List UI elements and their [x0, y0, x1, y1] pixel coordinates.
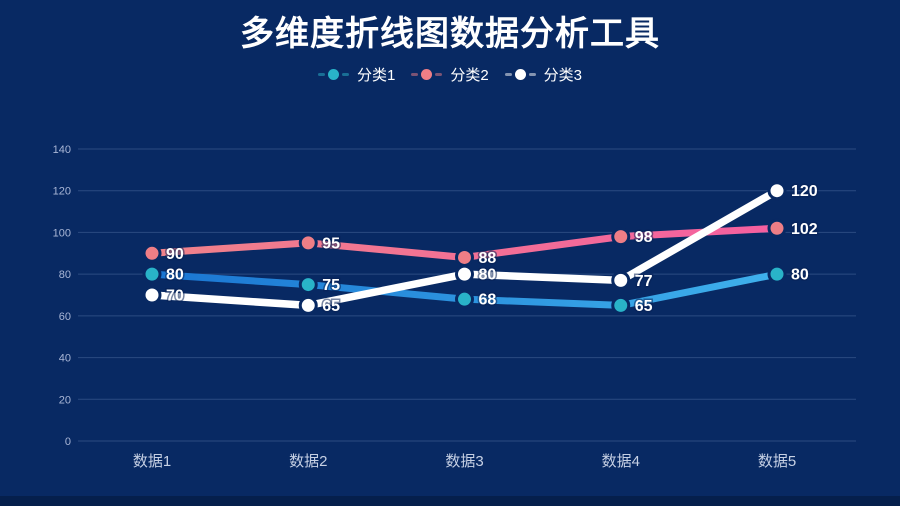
data-point-分类2	[455, 247, 474, 267]
data-point-label: 95	[322, 235, 340, 252]
data-point-label: 68	[479, 292, 497, 309]
chart-title: 多维度折线图数据分析工具	[240, 15, 660, 53]
data-point-label: 70	[166, 288, 184, 305]
data-point-label: 88	[479, 250, 497, 267]
data-point-label: 77	[635, 273, 653, 290]
data-point-分类3	[455, 264, 474, 284]
y-axis-tick-label: 60	[59, 311, 71, 323]
data-point-分类3	[611, 270, 631, 290]
data-point-分类1	[611, 295, 631, 315]
data-point-label: 98	[635, 229, 653, 246]
data-point-label: 75	[322, 277, 340, 294]
x-axis-category-label: 数据3	[445, 453, 483, 470]
legend-dash-icon	[504, 73, 512, 76]
y-axis-tick-label: 140	[53, 144, 71, 156]
legend-item-分类2: 分类2	[411, 64, 489, 85]
y-axis-tick-label: 40	[59, 353, 71, 365]
x-axis-category-label: 数据2	[289, 453, 327, 470]
y-axis-tick-label: 80	[59, 269, 71, 281]
data-point-label: 90	[166, 246, 184, 263]
data-point-分类1	[455, 289, 474, 309]
y-axis-tick-label: 0	[65, 436, 71, 448]
data-point-分类3	[298, 295, 318, 315]
data-point-label: 65	[322, 298, 340, 315]
legend-dot-icon	[514, 69, 526, 80]
legend-dot-icon	[327, 69, 339, 80]
legend-label: 分类3	[543, 67, 583, 84]
data-point-label: 120	[791, 183, 818, 200]
legend-dash-icon	[435, 73, 443, 76]
x-axis-category-label: 数据4	[602, 453, 640, 470]
data-point-label: 102	[791, 221, 818, 238]
legend-item-分类1: 分类1	[317, 64, 396, 85]
legend-label: 分类1	[356, 67, 396, 84]
data-point-分类1	[298, 275, 318, 295]
legend-dash-icon	[341, 73, 349, 76]
y-axis-tick-label: 20	[59, 394, 71, 406]
footer-strip	[0, 496, 900, 506]
data-point-分类3	[142, 285, 162, 305]
data-point-分类2	[298, 233, 318, 253]
data-point-label: 80	[166, 267, 184, 284]
data-point-label: 80	[479, 267, 497, 284]
y-axis-tick-label: 100	[53, 227, 71, 239]
legend-dash-icon	[411, 73, 419, 76]
data-point-label: 65	[635, 298, 653, 315]
chart-legend: 分类1 分类2 分类3	[0, 64, 900, 85]
legend-item-分类3: 分类3	[504, 64, 583, 85]
x-axis-category-label: 数据5	[758, 453, 796, 470]
data-point-label: 80	[791, 267, 809, 284]
legend-dash-icon	[528, 73, 536, 76]
legend-dot-icon	[421, 69, 433, 80]
x-axis-category-label: 数据1	[133, 453, 171, 470]
legend-label: 分类2	[450, 67, 489, 84]
data-point-分类3	[767, 181, 787, 201]
data-point-分类2	[611, 227, 631, 247]
data-point-分类1	[142, 264, 162, 284]
legend-dash-icon	[317, 73, 325, 76]
y-axis-tick-label: 120	[53, 186, 71, 198]
data-point-分类2	[767, 218, 787, 238]
data-point-分类2	[142, 243, 162, 263]
data-point-分类1	[767, 264, 787, 284]
